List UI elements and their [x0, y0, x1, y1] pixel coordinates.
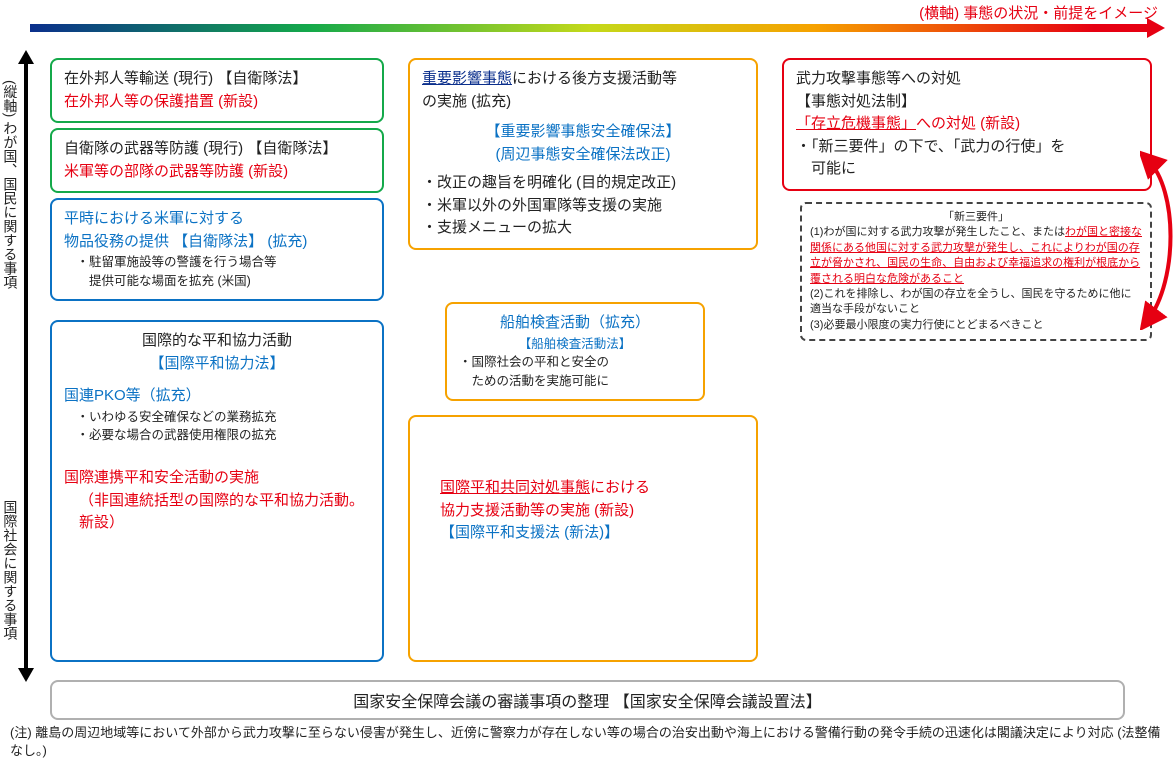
box-weapon-protection: 自衛隊の武器等防護 (現行) 【自衛隊法】 米軍等の部隊の武器等防護 (新設) — [50, 128, 384, 193]
box-nsc: 国家安全保障会議の審議事項の整理 【国家安全保障会議設置法】 — [50, 680, 1125, 720]
text-line: ・改正の趣旨を明確化 (目的規定改正) — [422, 172, 744, 195]
text-title: 「新三要件」 — [810, 210, 1142, 225]
vertical-axis-arrow-up — [18, 50, 34, 64]
box-intl-peace-support: 国際平和共同対処事態における 協力支援活動等の実施 (新設) 【国際平和支援法 … — [408, 415, 758, 662]
text-line: 物品役務の提供 【自衛隊法】 (拡充) — [64, 231, 370, 254]
horizontal-axis-bar — [30, 24, 1150, 32]
text-line: 国際連携平和安全活動の実施 — [64, 467, 370, 490]
text-line: (3)必要最小限度の実力行使にとどまるべきこと — [810, 318, 1142, 333]
text-law: 【重要影響事態安全確保法】 — [422, 121, 744, 144]
text-line: 協力支援活動等の実施 (新設) — [440, 500, 744, 523]
text-title: 船舶検査活動（拡充） — [459, 312, 691, 335]
horizontal-axis-arrow — [1147, 18, 1165, 38]
box-peacetime-support: 平時における米軍に対する 物品役務の提供 【自衛隊法】 (拡充) ・駐留軍施設等… — [50, 198, 384, 301]
text-line: 米軍等の部隊の武器等防護 (新設) — [64, 161, 370, 184]
text-line: 提供可能な場面を拡充 (米国) — [64, 272, 370, 291]
box-important-influence: 重要影響事態における後方支援活動等 の実施 (拡充) 【重要影響事態安全確保法】… — [408, 58, 758, 250]
text-line: 在外邦人等輸送 (現行) 【自衛隊法】 — [64, 68, 370, 91]
text-line: 可能に — [796, 158, 1138, 181]
text-line: 自衛隊の武器等防護 (現行) 【自衛隊法】 — [64, 138, 370, 161]
curved-arrow — [1140, 150, 1176, 330]
text-line: （非国連統括型の国際的な平和協力活動。 — [64, 490, 370, 513]
box-three-requirements: 「新三要件」 (1)わが国に対する武力攻撃が発生したこと、またはわが国と密接な関… — [800, 202, 1152, 341]
box-ship-inspection: 船舶検査活動（拡充） 【船舶検査活動法】 ・国際社会の平和と安全の ための活動を… — [445, 302, 705, 401]
text-line: ・駐留軍施設等の警護を行う場合等 — [64, 253, 370, 272]
text-line: (1)わが国に対する武力攻撃が発生したこと、またはわが国と密接な関係にある他国に… — [810, 225, 1142, 287]
text-law: 【国際平和支援法 (新法)】 — [440, 522, 744, 545]
horizontal-axis-label: (横軸) 事態の状況・前提をイメージ — [919, 2, 1158, 23]
vertical-axis-label-upper: (縦軸) わが国、国民に関する事項 — [2, 80, 17, 289]
text-law: (周辺事態安全確保法改正) — [422, 144, 744, 167]
text-line: ・必要な場合の武器使用権限の拡充 — [64, 426, 370, 445]
text-line: 在外邦人等の保護措置 (新設) — [64, 91, 370, 114]
text-line: 国際平和共同対処事態における — [440, 477, 744, 500]
text-line: ・米軍以外の外国軍隊等支援の実施 — [422, 195, 744, 218]
text-line: 【事態対処法制】 — [796, 91, 1138, 114]
text-law: 【船舶検査活動法】 — [459, 335, 691, 354]
text-line: 平時における米軍に対する — [64, 208, 370, 231]
text-title: 国際的な平和協力活動 — [64, 330, 370, 353]
box-overseas-japanese: 在外邦人等輸送 (現行) 【自衛隊法】 在外邦人等の保護措置 (新設) — [50, 58, 384, 123]
text-line: 武力攻撃事態等への対処 — [796, 68, 1138, 91]
vertical-axis-label-lower: 国際社会に関する事項 — [2, 500, 17, 640]
text-line: ・支援メニューの拡大 — [422, 217, 744, 240]
text-line: ・いわゆる安全確保などの業務拡充 — [64, 408, 370, 427]
vertical-axis-arrow-down — [18, 668, 34, 682]
text-law: 【国際平和協力法】 — [64, 353, 370, 376]
text-line: ・「新三要件」の下で、「武力の行使」を — [796, 136, 1138, 159]
text-line: 重要影響事態における後方支援活動等 — [422, 68, 744, 91]
box-intl-peace-coop: 国際的な平和協力活動 【国際平和協力法】 国連PKO等（拡充） ・いわゆる安全確… — [50, 320, 384, 662]
text-line: 「存立危機事態」への対処 (新設) — [796, 113, 1138, 136]
text-line: ・国際社会の平和と安全の — [459, 353, 691, 372]
footnote: (注) 離島の周辺地域等において外部から武力攻撃に至らない侵害が発生し、近傍に警… — [10, 724, 1166, 760]
text-line: 新設） — [64, 512, 370, 535]
text-line: ための活動を実施可能に — [459, 372, 691, 391]
text-subtitle: 国連PKO等（拡充） — [64, 385, 370, 408]
box-armed-attack: 武力攻撃事態等への対処 【事態対処法制】 「存立危機事態」への対処 (新設) ・… — [782, 58, 1152, 191]
text-line: の実施 (拡充) — [422, 91, 744, 114]
text-line: (2)これを排除し、わが国の存立を全うし、国民を守るために他に適当な手段がないこ… — [810, 287, 1142, 318]
vertical-axis-bar — [24, 60, 28, 670]
